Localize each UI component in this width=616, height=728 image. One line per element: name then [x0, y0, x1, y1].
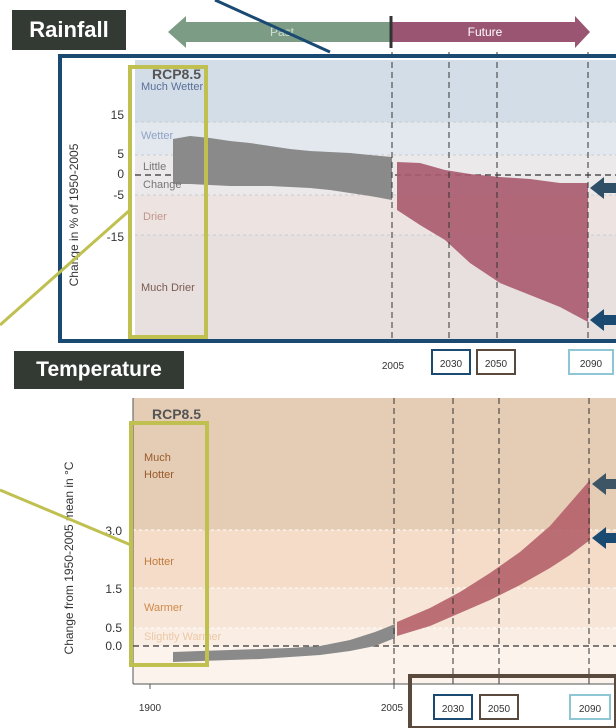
temperature-band-hotter-1: Hotter [144, 469, 174, 481]
year-label-2005: 2005 [382, 361, 405, 372]
timeline-arrow: Past Future [168, 16, 590, 48]
temperature-arrow-upper [592, 473, 616, 495]
rainfall-tick: -5 [113, 188, 124, 202]
future-label: Future [468, 25, 503, 39]
rainfall-band-wetter: Wetter [141, 130, 174, 142]
year-label-2030: 2030 [440, 359, 463, 370]
year-label-2050-bottom: 2050 [488, 704, 511, 715]
temperature-band-warmer: Warmer [144, 602, 183, 614]
temperature-tick: 0.0 [105, 639, 122, 653]
rainfall-badge: Rainfall [12, 10, 126, 50]
temperature-band-slightly-warmer: Slightly Warmer [144, 631, 222, 643]
rainfall-tick: 0 [117, 167, 124, 181]
rainfall-band-much-wetter: Much Wetter [141, 81, 203, 93]
past-arrow [168, 16, 391, 48]
temperature-tick: 0.5 [105, 621, 122, 635]
rainfall-tick: 5 [117, 147, 124, 161]
rainfall-tick: 15 [111, 108, 125, 122]
rainfall-band-drier: Drier [143, 211, 167, 223]
temperature-arrow-lower [592, 527, 616, 549]
rainfall-arrow-upper [590, 177, 616, 199]
rainfall-tick: -15 [107, 230, 125, 244]
rainfall-arrow-lower [590, 309, 616, 331]
year-label-2090: 2090 [580, 359, 603, 370]
temperature-tick: 1.5 [105, 582, 122, 596]
year-label-2050: 2050 [485, 359, 508, 370]
year-label-2030-bottom: 2030 [442, 704, 465, 715]
rainfall-y-axis-label: Change in % of 1950-2005 [67, 143, 81, 286]
future-arrow [391, 16, 590, 48]
temperature-future-band [397, 480, 590, 636]
temperature-scenario: RCP8.5 [152, 406, 201, 422]
rainfall-band-much-drier: Much Drier [141, 282, 195, 294]
temperature-historical-band [173, 624, 395, 662]
rainfall-panel: RCP8.5 Much Wetter Wetter Little Change … [58, 52, 616, 343]
temperature-band-hotter-2: Hotter [144, 556, 174, 568]
rainfall-scenario: RCP8.5 [152, 66, 201, 82]
year-label-1900: 1900 [139, 703, 162, 714]
rainfall-future-band [397, 162, 588, 322]
temperature-band-much: Much [144, 452, 171, 464]
temperature-badge: Temperature [14, 351, 184, 389]
temperature-y-axis-label: Change from 1950-2005 mean in °C [62, 461, 76, 654]
year-label-2005-bottom: 2005 [381, 703, 404, 714]
temperature-panel: RCP8.5 Much Hotter Hotter Warmer Slightl… [62, 398, 616, 689]
rainfall-band-change: Change [143, 179, 182, 191]
rainfall-historical-band [173, 136, 392, 200]
rainfall-band-little: Little [143, 161, 166, 173]
year-label-2090-bottom: 2090 [579, 704, 602, 715]
